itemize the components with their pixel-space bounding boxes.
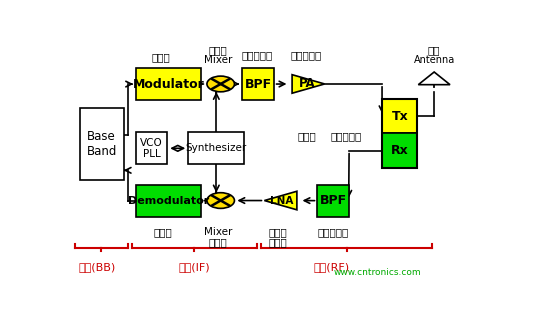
Text: www.cntronics.com: www.cntronics.com xyxy=(334,268,422,277)
Text: 放大器: 放大器 xyxy=(268,237,287,247)
FancyBboxPatch shape xyxy=(188,132,244,164)
Text: VCO
PLL: VCO PLL xyxy=(140,138,163,159)
Text: 中頻(IF): 中頻(IF) xyxy=(179,262,210,272)
Text: Mixer: Mixer xyxy=(204,227,232,237)
Text: 帶通濾波器: 帶通濾波器 xyxy=(242,50,273,60)
Text: Modulator: Modulator xyxy=(132,78,204,91)
Text: Antenna: Antenna xyxy=(414,55,455,65)
Text: 帶通濾波器: 帶通濾波器 xyxy=(317,227,349,237)
Text: BPF: BPF xyxy=(244,78,272,91)
Text: 合成器: 合成器 xyxy=(298,131,316,141)
Text: Mixer: Mixer xyxy=(204,55,232,65)
Text: PA: PA xyxy=(299,78,315,91)
Polygon shape xyxy=(264,191,297,210)
FancyBboxPatch shape xyxy=(136,132,167,164)
Text: 混頻器: 混頻器 xyxy=(209,45,228,55)
Text: 調變器: 調變器 xyxy=(152,52,171,62)
Text: Tx: Tx xyxy=(391,110,408,123)
Polygon shape xyxy=(292,75,324,93)
Text: 低雜訊: 低雜訊 xyxy=(268,227,287,237)
Text: 解調器: 解調器 xyxy=(154,227,173,237)
Text: 傳送接收器: 傳送接收器 xyxy=(331,131,362,141)
Text: Synthesizer: Synthesizer xyxy=(186,143,247,153)
Text: Rx: Rx xyxy=(391,144,409,157)
FancyBboxPatch shape xyxy=(382,133,417,168)
Text: Base
Band: Base Band xyxy=(87,130,117,158)
Text: 基頻(BB): 基頻(BB) xyxy=(79,262,116,272)
Text: Demodulator: Demodulator xyxy=(128,196,209,206)
FancyBboxPatch shape xyxy=(136,184,201,217)
Text: 天線: 天線 xyxy=(428,45,441,55)
Polygon shape xyxy=(419,72,450,85)
FancyBboxPatch shape xyxy=(317,184,349,217)
FancyBboxPatch shape xyxy=(242,68,274,100)
Text: BPF: BPF xyxy=(320,194,346,207)
FancyBboxPatch shape xyxy=(136,68,201,100)
FancyBboxPatch shape xyxy=(382,99,417,133)
Circle shape xyxy=(207,193,235,208)
FancyBboxPatch shape xyxy=(80,108,124,180)
Text: 功率放大器: 功率放大器 xyxy=(290,50,321,60)
Circle shape xyxy=(207,76,235,92)
Text: 射頻(RF): 射頻(RF) xyxy=(314,262,350,272)
Text: 混頻器: 混頻器 xyxy=(209,237,228,247)
Text: LNA: LNA xyxy=(270,196,294,205)
